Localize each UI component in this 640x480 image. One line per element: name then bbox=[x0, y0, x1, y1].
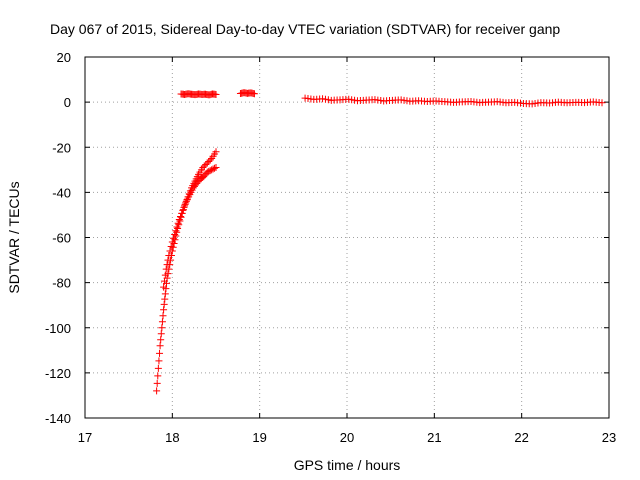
data-point bbox=[168, 238, 176, 246]
x-tick-label: 22 bbox=[514, 430, 528, 445]
y-tick-label: 20 bbox=[57, 50, 71, 65]
series-curve-b bbox=[160, 164, 220, 291]
data-point bbox=[153, 379, 161, 387]
data-point bbox=[160, 300, 168, 308]
y-tick-label: -60 bbox=[52, 231, 71, 246]
y-tick-label: -140 bbox=[45, 411, 71, 426]
x-tick-label: 20 bbox=[340, 430, 354, 445]
data-point bbox=[206, 167, 214, 175]
data-point bbox=[178, 209, 186, 217]
y-axis-label: SDTVAR / TECUs bbox=[6, 181, 22, 293]
data-point bbox=[212, 148, 220, 156]
data-point bbox=[182, 199, 190, 207]
data-point bbox=[179, 206, 187, 214]
data-point bbox=[348, 96, 356, 104]
data-point bbox=[158, 318, 166, 326]
y-tick-label: -100 bbox=[45, 321, 71, 336]
data-point bbox=[345, 95, 353, 103]
data-point bbox=[186, 187, 194, 195]
data-point bbox=[211, 164, 219, 172]
data-point bbox=[175, 215, 183, 223]
data-point bbox=[180, 203, 188, 211]
x-tick-label: 23 bbox=[602, 430, 616, 445]
data-point bbox=[161, 290, 169, 298]
data-point bbox=[181, 202, 189, 210]
y-tick-label: -80 bbox=[52, 276, 71, 291]
data-point bbox=[183, 196, 191, 204]
x-tick-label: 19 bbox=[252, 430, 266, 445]
data-point bbox=[169, 234, 177, 242]
data-point bbox=[321, 95, 329, 103]
data-point bbox=[154, 364, 162, 372]
data-point bbox=[598, 99, 606, 107]
data-point bbox=[174, 219, 182, 227]
data-point bbox=[157, 336, 165, 344]
data-point bbox=[205, 158, 213, 166]
chart-title: Day 067 of 2015, Sidereal Day-to-day VTE… bbox=[50, 21, 560, 37]
data-point bbox=[157, 330, 165, 338]
data-points bbox=[153, 89, 606, 395]
series-segment-2 bbox=[236, 89, 258, 98]
y-tick-label: -20 bbox=[52, 140, 71, 155]
series-curve-a bbox=[153, 148, 220, 395]
data-point bbox=[153, 387, 161, 395]
data-point bbox=[209, 165, 217, 173]
data-point bbox=[250, 90, 258, 98]
y-tick-label: -120 bbox=[45, 366, 71, 381]
y-tick-label: -40 bbox=[52, 185, 71, 200]
data-point bbox=[202, 161, 210, 169]
data-point bbox=[160, 306, 168, 314]
data-point bbox=[206, 156, 214, 164]
data-point bbox=[156, 342, 164, 350]
data-point bbox=[160, 277, 168, 285]
x-tick-label: 21 bbox=[427, 430, 441, 445]
data-point bbox=[181, 200, 189, 208]
data-point bbox=[154, 372, 162, 380]
x-axis-label: GPS time / hours bbox=[294, 457, 401, 473]
data-point bbox=[160, 283, 168, 291]
data-point bbox=[164, 256, 172, 264]
data-point bbox=[162, 265, 170, 273]
data-point bbox=[166, 247, 174, 255]
data-point bbox=[176, 212, 184, 220]
data-point bbox=[185, 190, 193, 198]
data-point bbox=[171, 230, 179, 238]
data-point bbox=[200, 162, 208, 170]
data-point bbox=[155, 357, 163, 365]
data-point bbox=[205, 167, 213, 175]
grid-lines bbox=[85, 57, 609, 418]
series-segment-3 bbox=[301, 94, 606, 108]
x-tick-label: 17 bbox=[78, 430, 92, 445]
data-point bbox=[167, 243, 175, 251]
data-point bbox=[156, 349, 164, 357]
data-point bbox=[170, 240, 178, 248]
y-tick-label: 0 bbox=[64, 95, 71, 110]
data-point bbox=[212, 90, 220, 98]
data-point bbox=[172, 227, 180, 235]
data-point bbox=[158, 324, 166, 332]
data-point bbox=[159, 312, 167, 320]
data-point bbox=[212, 164, 220, 172]
series-segment-1 bbox=[177, 90, 220, 99]
axis-ticks: 17 18 19 20 21 22 23 -140 -120 -100 -80 -60 -40 -20 0 2… bbox=[45, 50, 616, 445]
x-tick-label: 18 bbox=[165, 430, 179, 445]
data-point bbox=[203, 159, 211, 167]
data-point bbox=[208, 166, 216, 174]
data-point bbox=[163, 261, 171, 269]
data-point bbox=[203, 168, 211, 176]
data-point bbox=[173, 223, 181, 231]
data-point bbox=[161, 271, 169, 279]
data-point bbox=[199, 164, 207, 172]
data-point bbox=[319, 95, 327, 103]
data-point bbox=[161, 295, 169, 303]
data-point bbox=[165, 252, 173, 260]
